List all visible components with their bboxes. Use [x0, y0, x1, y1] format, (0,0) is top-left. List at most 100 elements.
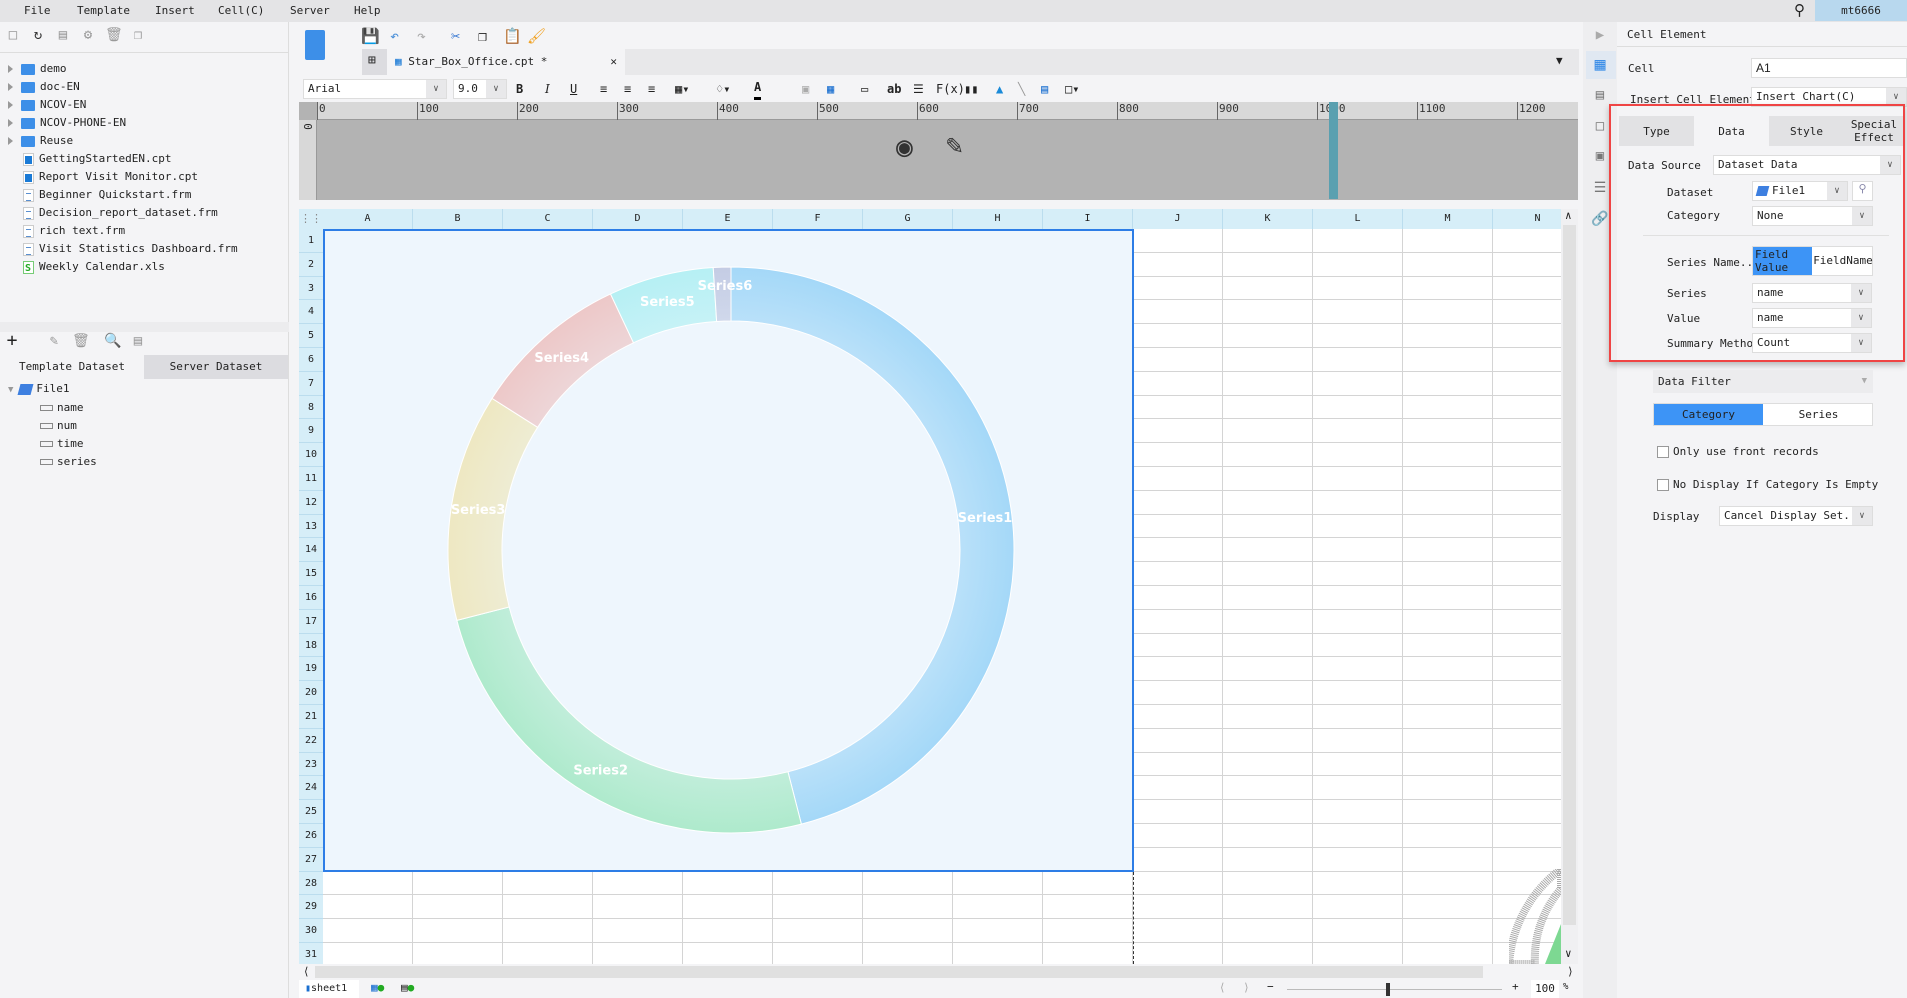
row-header[interactable]: 19: [299, 657, 323, 682]
column-header[interactable]: E: [683, 209, 773, 229]
expand-arrow-icon[interactable]: [8, 83, 13, 91]
add-form-sheet-icon[interactable]: ▤●: [401, 981, 415, 994]
dataset-search-button[interactable]: ⚲: [1852, 181, 1873, 201]
row-header[interactable]: 1: [299, 229, 323, 253]
condition-icon[interactable]: ☰: [1593, 180, 1607, 196]
expand-arrow-icon[interactable]: [8, 137, 13, 145]
cell-element-icon[interactable]: ▦: [1594, 54, 1606, 75]
tab-template-dataset[interactable]: Template Dataset: [0, 355, 144, 379]
donut-slice-series1[interactable]: [730, 266, 1015, 825]
no-display-empty-checkbox[interactable]: No Display If Category Is Empty: [1657, 478, 1878, 491]
align-center-icon[interactable]: ≡: [624, 82, 632, 96]
row-header[interactable]: 9: [299, 419, 323, 444]
copy-icon[interactable]: ❐: [478, 27, 488, 45]
row-header[interactable]: 8: [299, 395, 323, 420]
menu-file[interactable]: File: [24, 4, 51, 17]
merge-cells-icon[interactable]: ▣: [802, 82, 810, 96]
select-all-icon[interactable]: ⋮⋮: [299, 209, 323, 229]
menu-cell[interactable]: Cell(C): [218, 4, 265, 17]
image-icon[interactable]: ▲: [996, 82, 1004, 96]
tree-item[interactable]: NCOV-EN: [8, 96, 86, 114]
copy-icon[interactable]: ❐: [133, 27, 143, 43]
column-header[interactable]: B: [413, 209, 503, 229]
font-color-icon[interactable]: A: [754, 79, 762, 100]
tree-item[interactable]: Report Visit Monitor.cpt: [23, 168, 198, 186]
row-header[interactable]: 15: [299, 562, 323, 586]
italic-button[interactable]: I: [545, 82, 550, 96]
scroll-down-icon[interactable]: ∨: [1565, 947, 1572, 960]
dataset-field[interactable]: series: [40, 453, 97, 471]
preview-report-icon[interactable]: [305, 30, 325, 60]
display-select[interactable]: Cancel Display Set... ∨: [1719, 506, 1873, 526]
row-header[interactable]: 21: [299, 705, 323, 729]
splitter[interactable]: [0, 322, 289, 332]
tree-item[interactable]: Beginner Quickstart.frm: [23, 186, 191, 204]
tab-type[interactable]: Type: [1619, 116, 1694, 146]
settings-icon[interactable]: ⚙: [83, 27, 93, 43]
donut-slice-series6[interactable]: [712, 266, 732, 322]
filter-tab-category[interactable]: Category: [1654, 404, 1763, 425]
new-tab-icon[interactable]: ⊞: [362, 49, 387, 75]
tab-star-box-office[interactable]: ▦ Star_Box_Office.cpt * ✕: [387, 49, 625, 75]
dataset-file1[interactable]: ▼ File1: [8, 382, 70, 395]
chart-icon[interactable]: ▮▮: [964, 82, 979, 96]
dataset-field[interactable]: num: [40, 417, 77, 435]
subreport-icon[interactable]: ▤: [1041, 82, 1049, 96]
row-header[interactable]: 5: [299, 324, 323, 348]
expand-arrow-icon[interactable]: [8, 65, 13, 73]
column-header[interactable]: A: [323, 209, 413, 229]
scroll-thumb[interactable]: [315, 966, 1483, 978]
zoom-in-button[interactable]: +: [1512, 980, 1519, 993]
tab-data[interactable]: Data: [1694, 116, 1769, 146]
slash-icon[interactable]: ╲: [1018, 82, 1026, 96]
column-header[interactable]: G: [863, 209, 953, 229]
insert-cell-element-select[interactable]: Insert Chart(C) ∨: [1751, 87, 1907, 107]
row-header[interactable]: 6: [299, 348, 323, 372]
align-left-icon[interactable]: ≡: [600, 82, 608, 96]
undo-icon[interactable]: ↶: [390, 27, 400, 45]
user-account[interactable]: mt6666: [1815, 0, 1907, 21]
cell-attribute-icon[interactable]: ▤: [1595, 87, 1605, 103]
row-header[interactable]: 10: [299, 443, 323, 467]
donut-chart[interactable]: Series1 Series2 Series3 Series4 Series5Serie…: [325, 231, 1132, 870]
preview-icon[interactable]: 🔍: [104, 333, 122, 349]
scroll-thumb[interactable]: [1563, 225, 1576, 925]
tab-special-effect[interactable]: Special Effect: [1844, 116, 1904, 146]
add-sheet-icon[interactable]: ▦●: [371, 981, 385, 994]
menu-insert[interactable]: Insert: [155, 4, 195, 17]
value-select[interactable]: name ∨: [1752, 308, 1872, 328]
zoom-input[interactable]: 100: [1531, 980, 1559, 998]
underline-button[interactable]: U: [570, 82, 578, 96]
row-header[interactable]: 12: [299, 490, 323, 515]
row-header[interactable]: 23: [299, 752, 323, 777]
delete-icon[interactable]: 🗑: [72, 333, 90, 349]
align-right-icon[interactable]: ≡: [648, 82, 656, 96]
category-select[interactable]: None ∨: [1752, 206, 1873, 226]
row-header[interactable]: 17: [299, 609, 323, 634]
row-header[interactable]: 26: [299, 824, 323, 848]
zoom-slider-handle[interactable]: [1386, 983, 1390, 996]
tree-item[interactable]: demo: [8, 60, 67, 78]
add-dataset-icon[interactable]: +: [6, 330, 18, 351]
cell-input[interactable]: A1: [1751, 58, 1907, 78]
delete-icon[interactable]: 🗑: [105, 27, 123, 43]
cell-border-icon[interactable]: □▾: [1065, 82, 1080, 96]
row-header[interactable]: 7: [299, 371, 323, 396]
prev-sheet-icon[interactable]: ⟨: [1219, 981, 1226, 994]
menu-server[interactable]: Server: [290, 4, 330, 17]
column-header[interactable]: C: [503, 209, 593, 229]
row-header[interactable]: 14: [299, 538, 323, 563]
tab-style[interactable]: Style: [1769, 116, 1844, 146]
tree-item[interactable]: NCOV-PHONE-EN: [8, 114, 126, 132]
new-folder-icon[interactable]: □: [8, 27, 18, 43]
float-element-icon[interactable]: □: [1595, 118, 1605, 134]
row-header[interactable]: 30: [299, 919, 323, 943]
tree-item[interactable]: doc-EN: [8, 78, 80, 96]
tree-item[interactable]: Weekly Calendar.xls: [23, 258, 165, 278]
filter-toggle[interactable]: Category Series: [1653, 403, 1873, 426]
row-header[interactable]: 13: [299, 514, 323, 539]
widget-icon[interactable]: ▣: [1595, 148, 1605, 164]
tree-item[interactable]: Visit Statistics Dashboard.frm: [23, 240, 238, 258]
table-icon[interactable]: ▦: [827, 82, 835, 96]
row-header[interactable]: 3: [299, 276, 323, 301]
